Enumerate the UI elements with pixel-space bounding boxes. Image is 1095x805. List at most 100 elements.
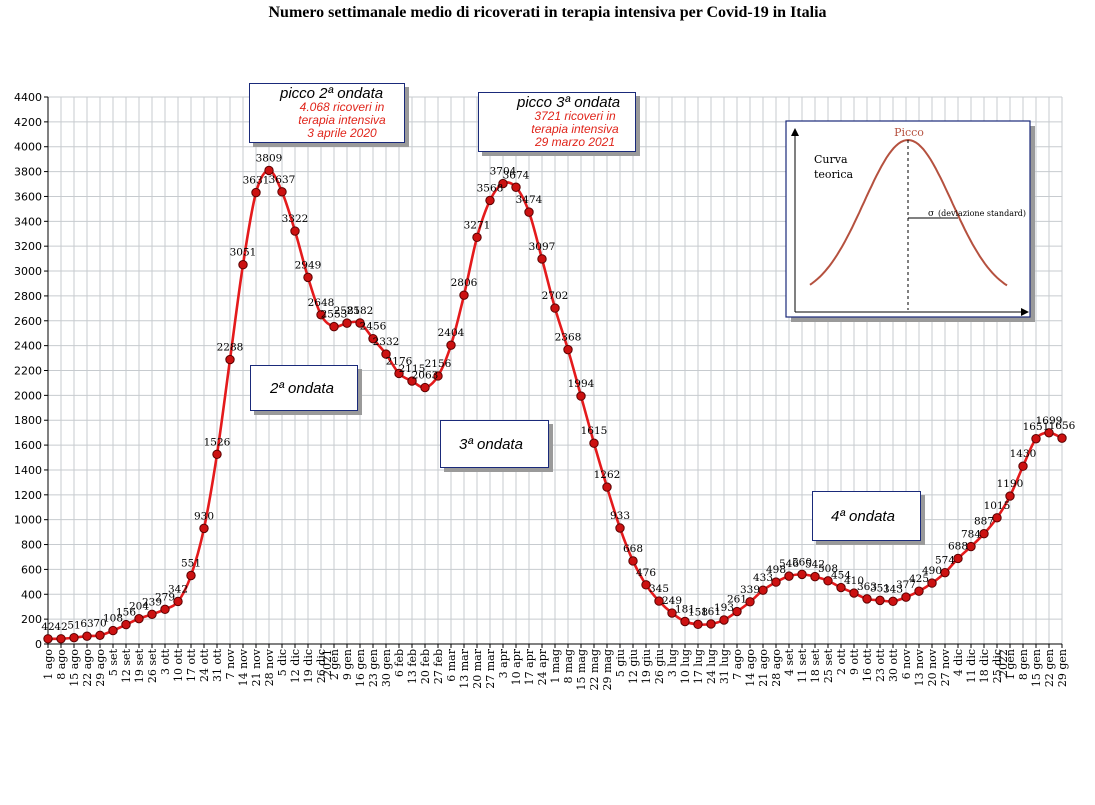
x-tick-label: 25 set [822, 648, 835, 683]
x-tick-label: 28 ago [770, 649, 783, 687]
inset-theoretical-curve: Picco Curva teorica σ (deviazione standard) [785, 120, 1035, 322]
wave3-label-box: 3ª ondata [440, 420, 549, 468]
peak2-annotation: picco 2ª ondata 4.068 ricoveri in terapi… [249, 83, 405, 143]
data-point [654, 596, 664, 606]
data-point [992, 513, 1002, 523]
data-point [667, 608, 677, 618]
x-tick-label: 26 dic [315, 649, 328, 683]
inset-y-arrow-icon [791, 128, 799, 136]
wave4-label: 4ª ondata [831, 508, 895, 525]
x-tick-label: 15 mag [575, 649, 588, 691]
data-point [693, 619, 703, 630]
data-points [43, 165, 1067, 644]
data-point [576, 391, 586, 401]
data-point [1031, 434, 1041, 444]
y-tick-label: 1200 [14, 489, 42, 502]
data-point [355, 318, 365, 328]
data-point [121, 619, 131, 630]
y-tick-label: 1000 [14, 514, 42, 527]
data-label: 1190 [997, 478, 1024, 490]
data-label: 342 [168, 583, 188, 595]
data-point [797, 569, 807, 580]
data-label: 345 [649, 583, 669, 595]
x-tick-label: 15 ago [68, 649, 81, 687]
x-tick-label: 29 gen [1056, 649, 1069, 687]
data-label: 2806 [451, 277, 478, 289]
data-label: 3809 [256, 152, 283, 164]
data-point [927, 578, 937, 588]
data-label: 490 [922, 565, 942, 577]
data-point [706, 619, 716, 629]
y-tick-label: 3000 [14, 265, 42, 278]
data-point [82, 631, 92, 641]
x-tick-label: 5 giu [614, 649, 627, 677]
data-label: 42 [54, 621, 67, 633]
x-tick-label: 11 dic [965, 649, 978, 683]
data-point [368, 333, 378, 344]
peak2-detail: 4.068 ricoveri in terapia intensiva 3 ap… [286, 101, 398, 140]
wave2-label-box: 2ª ondata [250, 365, 358, 411]
x-tick-label: 10 apr [510, 648, 523, 685]
data-label: 546 [779, 558, 799, 570]
data-point [680, 616, 690, 627]
peak3-detail: 3721 ricoveri in terapia intensiva 29 ma… [519, 110, 631, 149]
data-label: 668 [623, 543, 643, 555]
data-label: 1994 [568, 378, 595, 390]
data-point [953, 553, 963, 564]
x-tick-label: 26 giu [653, 649, 666, 684]
data-point [1057, 433, 1067, 443]
data-label: 377 [896, 579, 916, 591]
data-point [862, 594, 872, 604]
data-point [264, 165, 274, 176]
x-tick-label: 12 set [120, 648, 133, 683]
data-point [914, 586, 924, 596]
x-tick-label: 22 gen [1043, 649, 1056, 687]
data-label: 433 [753, 572, 773, 584]
data-point [303, 272, 313, 283]
inset-peak-label: Picco [894, 126, 924, 139]
data-label: 156 [116, 607, 136, 619]
data-label: 1615 [581, 425, 608, 437]
x-tick-label: 2 gen [328, 649, 341, 680]
y-tick-label: 3400 [14, 215, 42, 228]
y-ticks: 0 200 400 600 800 1000 1200 1400 1600 1800 2000 220… [14, 91, 48, 651]
data-label: 551 [181, 558, 201, 570]
data-label: 2156 [425, 358, 452, 370]
data-point [459, 290, 469, 300]
data-label: 542 [805, 559, 825, 571]
x-year-label: 2021 [321, 649, 334, 677]
x-tick-label: 5 set [107, 648, 120, 676]
x-tick-label: 16 gen [354, 649, 367, 687]
data-label: 2332 [373, 336, 400, 348]
x-tick-label: 22 ago [81, 649, 94, 687]
data-label: 2176 [386, 355, 413, 367]
data-label: 2949 [295, 259, 322, 271]
data-label: 161 [701, 606, 721, 618]
data-label: 1699 [1036, 415, 1063, 427]
data-point [446, 340, 456, 350]
x-tick-label: 4 set [783, 648, 796, 676]
data-point [407, 376, 417, 386]
data-point [472, 232, 482, 243]
data-point [342, 318, 352, 328]
data-point [641, 580, 651, 590]
x-tick-label: 19 set [133, 648, 146, 683]
x-tick-label: 20 feb [419, 649, 432, 684]
x-tick-label: 29 mag [601, 649, 614, 691]
x-tick-label: 10 ott [172, 648, 185, 682]
x-tick-label: 23 ott [874, 648, 887, 682]
x-tick-label: 24 lug [705, 649, 718, 684]
data-point [56, 634, 66, 644]
data-label: 343 [883, 583, 903, 595]
x-tick-label: 16 ott [861, 648, 874, 682]
data-label: 3271 [464, 219, 491, 231]
data-label: 1656 [1049, 420, 1076, 432]
data-point [810, 571, 820, 582]
data-label: 2581 [334, 305, 361, 317]
x-tick-label: 31 ott [211, 648, 224, 682]
data-point [1044, 428, 1054, 438]
data-label: 3637 [269, 174, 296, 186]
data-label: 560 [792, 556, 812, 568]
data-point [966, 541, 976, 552]
data-label: 887 [974, 516, 994, 528]
